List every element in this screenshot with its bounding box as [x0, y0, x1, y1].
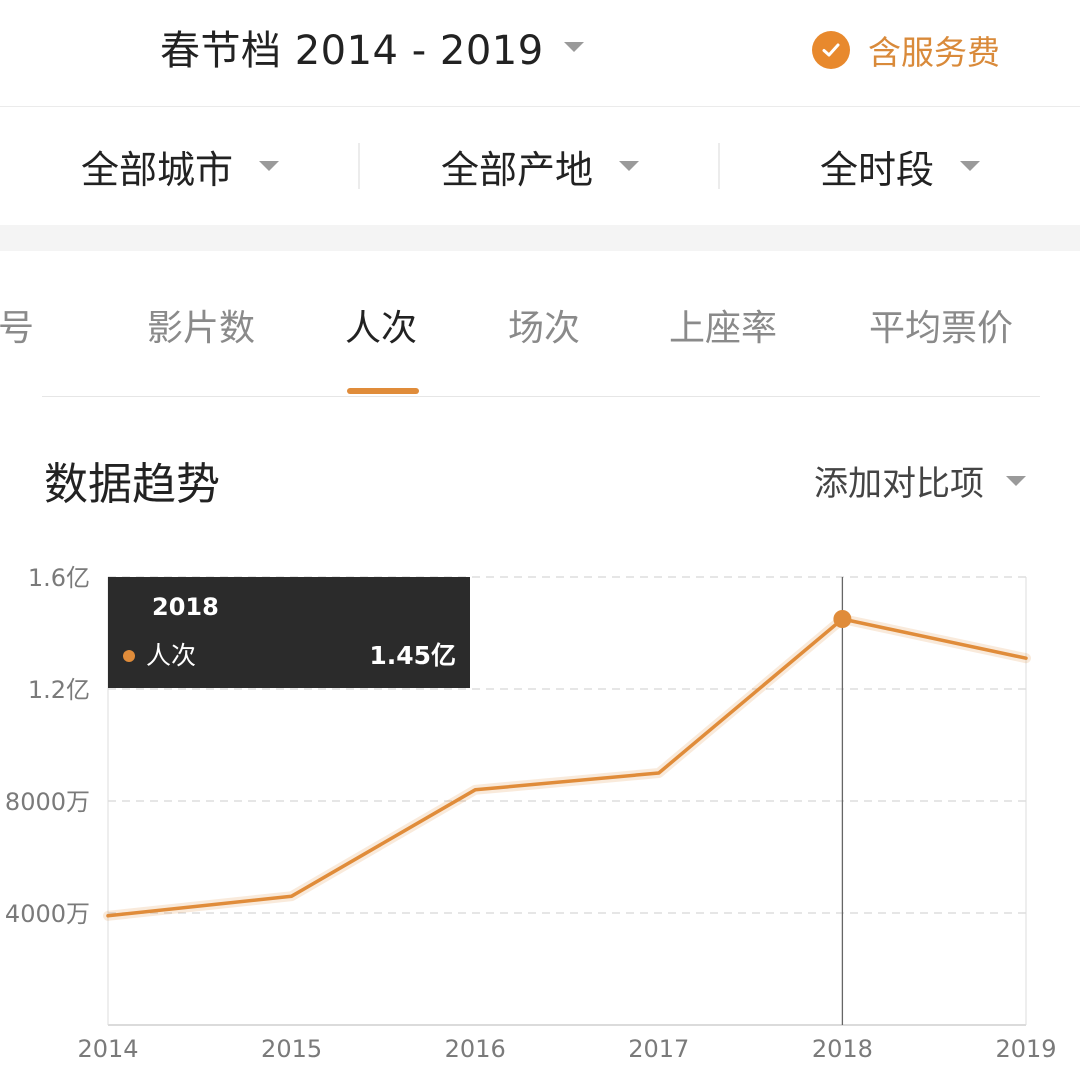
tab-screenings[interactable]: 场次 — [508, 308, 581, 349]
service-fee-label: 含服务费 — [868, 33, 1000, 72]
section-gap — [0, 225, 1080, 251]
x-tick-label: 2014 — [77, 1035, 138, 1063]
season-selector[interactable]: 春节档 2014 - 2019 — [160, 22, 584, 74]
x-tick-label: 2017 — [628, 1035, 689, 1063]
y-tick-label: 4000万 — [5, 900, 90, 928]
tooltip-series-dot — [123, 650, 135, 662]
check-icon — [812, 31, 850, 69]
series-lines — [103, 577, 1031, 1025]
add-comparison-button[interactable]: 添加对比项 — [814, 456, 1026, 505]
divider — [718, 143, 720, 189]
y-tick-label: 1.6亿 — [28, 564, 90, 592]
divider — [358, 143, 360, 189]
tab-admissions[interactable]: 人次 — [345, 308, 418, 349]
city-filter[interactable]: 全部城市 — [0, 107, 360, 225]
chevron-down-icon — [259, 161, 279, 171]
tab-occupancy[interactable]: 上座率 — [669, 308, 778, 349]
x-axis-ticks: 2014 2015 2016 2017 2018 2019 — [77, 1035, 1056, 1063]
tooltip-value: 1.45亿 — [369, 641, 456, 670]
x-tick-label: 2018 — [812, 1035, 873, 1063]
time-filter[interactable]: 全时段 — [720, 107, 1080, 225]
highlight-point — [833, 610, 852, 628]
x-tick-label: 2016 — [445, 1035, 506, 1063]
tab-avg-price[interactable]: 平均票价 — [869, 308, 1014, 349]
section-title: 数据趋势 — [44, 459, 220, 510]
origin-filter[interactable]: 全部产地 — [360, 107, 720, 225]
header-bar: 春节档 2014 - 2019 含服务费 — [0, 0, 1080, 107]
service-fee-toggle[interactable]: 含服务费 — [812, 28, 1000, 72]
season-label: 春节档 2014 - 2019 — [160, 28, 544, 74]
add-comparison-label: 添加对比项 — [814, 464, 984, 504]
y-tick-label: 8000万 — [5, 788, 90, 816]
filter-bar: 全部城市 全部产地 全时段 — [0, 107, 1080, 225]
divider — [42, 396, 1040, 397]
tooltip-title: 2018 — [152, 593, 219, 621]
tab-film-count[interactable]: 影片数 — [147, 308, 256, 349]
tooltip-series-name: 人次 — [146, 641, 196, 670]
chevron-down-icon — [619, 161, 639, 171]
tooltip-box — [108, 577, 470, 688]
tab-partial[interactable]: 号 — [0, 308, 35, 349]
y-axis-ticks: 1.6亿 1.2亿 8000万 4000万 — [5, 564, 90, 928]
chevron-down-icon — [563, 42, 584, 52]
time-filter-label: 全时段 — [819, 147, 934, 192]
x-tick-label: 2015 — [261, 1035, 322, 1063]
active-tab-indicator — [347, 388, 419, 394]
chevron-down-icon — [960, 161, 980, 171]
y-tick-label: 1.2亿 — [28, 676, 90, 704]
chevron-down-icon — [1006, 475, 1026, 486]
chart-tooltip: 2018 人次 1.45亿 — [108, 577, 470, 688]
metric-tabs: 号 影片数 人次 场次 上座率 平均票价 — [0, 251, 1080, 397]
x-tick-label: 2019 — [995, 1035, 1056, 1063]
series-line — [106, 617, 1028, 918]
origin-filter-label: 全部产地 — [440, 147, 593, 192]
city-filter-label: 全部城市 — [80, 147, 233, 192]
